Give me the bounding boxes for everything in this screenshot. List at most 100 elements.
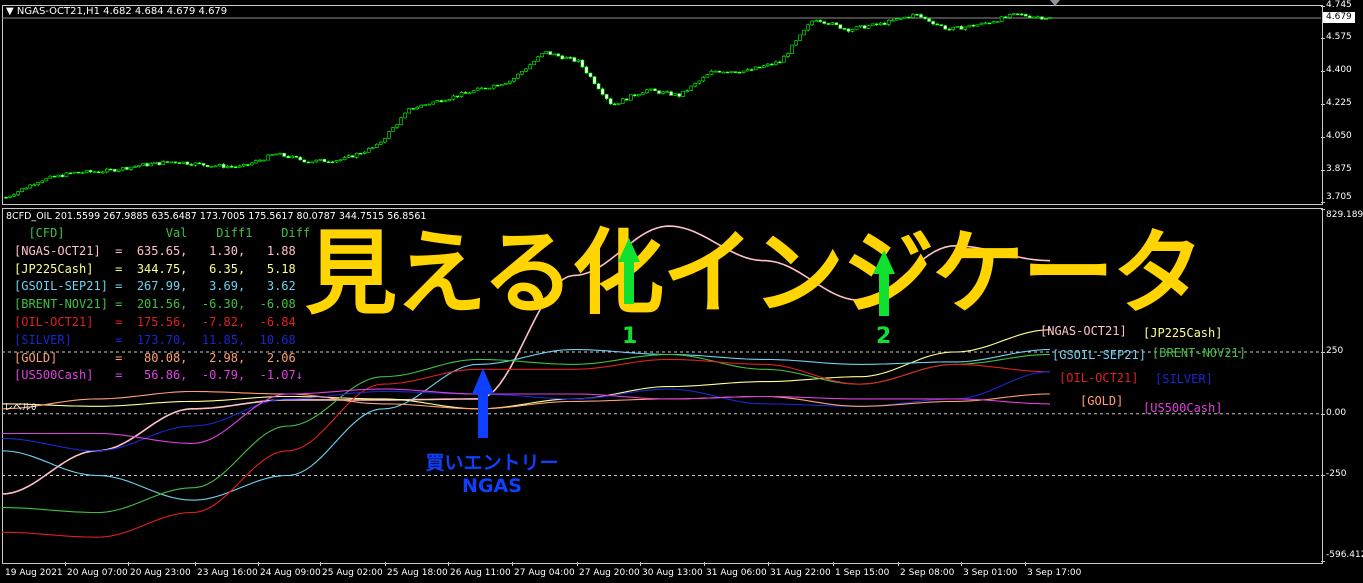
price-axis-label: 4.575 bbox=[1326, 32, 1352, 43]
time-tick bbox=[1025, 562, 1026, 566]
candle bbox=[959, 26, 964, 30]
candle bbox=[44, 177, 49, 182]
label-jp225: [JP225Cash] bbox=[1143, 326, 1223, 340]
time-axis-label: 31 Aug 06:00 bbox=[706, 568, 767, 578]
indicator-title: 8CFD_OIL 201.5599 267.9885 635.6487 173.… bbox=[6, 211, 427, 222]
candle bbox=[169, 161, 174, 164]
time-axis-label: 19 Aug 2021 bbox=[5, 568, 63, 578]
green-up-arrow-icon bbox=[873, 250, 895, 316]
time-tick bbox=[128, 562, 129, 566]
table-row: [OIL-OCT21] = 175.56, -7.82, -6.84 bbox=[14, 314, 296, 329]
candle bbox=[979, 22, 984, 26]
candle bbox=[479, 87, 484, 90]
candle bbox=[842, 28, 847, 30]
candle bbox=[560, 55, 565, 60]
candle bbox=[846, 28, 851, 32]
candle bbox=[854, 26, 859, 30]
price-tick bbox=[1321, 136, 1325, 138]
candle bbox=[68, 172, 73, 175]
price-axis-label: 4.050 bbox=[1326, 130, 1352, 141]
candle bbox=[580, 59, 585, 68]
candle bbox=[475, 87, 480, 91]
candle bbox=[383, 138, 387, 143]
indicator-axis-label: -250 bbox=[1326, 469, 1347, 480]
candle bbox=[665, 91, 669, 93]
candle bbox=[637, 94, 641, 97]
candle bbox=[524, 68, 528, 72]
candle bbox=[709, 70, 714, 75]
time-tick bbox=[385, 562, 386, 566]
candle bbox=[499, 84, 504, 87]
candle bbox=[330, 161, 335, 164]
candle bbox=[40, 180, 45, 183]
candle bbox=[766, 63, 770, 67]
candle bbox=[52, 175, 57, 178]
marker-2: 2 bbox=[876, 324, 892, 349]
candle bbox=[495, 84, 500, 87]
candle bbox=[677, 93, 681, 97]
indicator-tick bbox=[1321, 413, 1325, 415]
candle bbox=[1040, 16, 1044, 20]
table-row: [SILVER] = 173.70, 11.85, 10.68 bbox=[14, 332, 296, 347]
candle bbox=[737, 71, 742, 74]
candle bbox=[338, 159, 343, 162]
candle bbox=[520, 71, 524, 75]
time-tick bbox=[258, 562, 259, 566]
entry-text: 買いエントリー bbox=[425, 452, 559, 474]
candle bbox=[274, 153, 278, 156]
collapse-triangle-icon[interactable]: ▼ bbox=[6, 6, 17, 17]
candle bbox=[419, 104, 423, 108]
price-chart-pane[interactable] bbox=[2, 5, 1323, 205]
label-gold: [GOLD] bbox=[1080, 394, 1124, 408]
candle bbox=[612, 103, 617, 106]
candle bbox=[379, 141, 383, 145]
candle bbox=[818, 20, 823, 22]
candle bbox=[314, 159, 319, 163]
time-tick bbox=[512, 562, 513, 566]
candle bbox=[254, 160, 258, 164]
entry-symbol: NGAS bbox=[462, 475, 522, 497]
candle bbox=[149, 163, 153, 167]
candle bbox=[145, 163, 149, 167]
time-axis-label: 26 Aug 11:00 bbox=[450, 568, 511, 578]
candle bbox=[939, 24, 943, 26]
candle bbox=[935, 23, 939, 26]
candle bbox=[588, 72, 593, 77]
entry-label: 買いエントリー NGAS bbox=[412, 448, 572, 497]
time-axis-label: 24 Aug 09:00 bbox=[260, 568, 321, 578]
candle bbox=[649, 88, 653, 91]
indicator-axis-label: 829.1891 bbox=[1326, 210, 1363, 220]
candle bbox=[133, 166, 137, 168]
candle bbox=[556, 53, 561, 57]
candle bbox=[693, 83, 698, 87]
candle bbox=[24, 187, 28, 190]
candle bbox=[927, 18, 931, 22]
candle bbox=[774, 61, 778, 65]
candle bbox=[721, 71, 726, 74]
candle bbox=[886, 19, 891, 25]
candle bbox=[415, 107, 419, 110]
candle bbox=[967, 24, 972, 28]
candle bbox=[439, 100, 444, 103]
candle bbox=[391, 127, 395, 132]
candle bbox=[600, 88, 605, 95]
price-tick bbox=[1321, 38, 1325, 40]
candle bbox=[971, 24, 976, 27]
candle bbox=[435, 100, 440, 103]
candle bbox=[100, 171, 105, 174]
candle bbox=[487, 87, 492, 90]
candle bbox=[237, 165, 242, 168]
candle bbox=[568, 57, 573, 59]
candle bbox=[427, 103, 432, 106]
candle bbox=[129, 166, 133, 170]
candle bbox=[830, 22, 835, 25]
candle bbox=[153, 162, 157, 164]
price-axis-label: 3.875 bbox=[1326, 163, 1352, 174]
indicator-pane[interactable] bbox=[2, 208, 1323, 564]
candle bbox=[999, 16, 1004, 22]
candle bbox=[903, 16, 907, 19]
candle bbox=[576, 59, 581, 62]
indicator-tick bbox=[1321, 561, 1325, 562]
series-line-gsoil bbox=[1, 348, 1051, 501]
candle bbox=[1032, 16, 1036, 19]
